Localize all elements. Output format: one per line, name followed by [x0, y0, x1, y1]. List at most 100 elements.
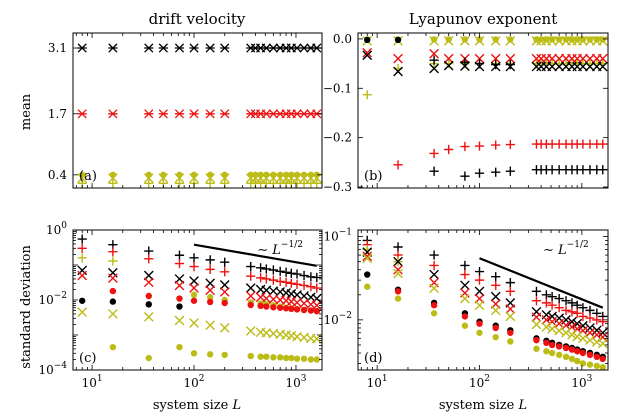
data-point-asterisk: [158, 109, 168, 119]
tick-exponent: 2: [199, 374, 205, 384]
tick-exponent: −4: [54, 361, 68, 371]
data-point-x: [547, 36, 557, 46]
data-point-asterisk: [77, 109, 87, 119]
data-point-dot: [533, 336, 540, 344]
data-point-dot: [109, 171, 117, 179]
data-point-plus: [281, 277, 291, 287]
data-point-dot: [492, 324, 499, 332]
data-point-plus: [460, 269, 470, 280]
data-point-dot: [599, 364, 606, 371]
data-point-plus: [261, 264, 271, 274]
data-point-dot: [190, 171, 198, 179]
series-red-dot: [394, 288, 606, 363]
y-tick-label: 1.7: [48, 107, 67, 121]
data-point-plus: [205, 264, 215, 274]
data-point-plus: [554, 294, 564, 304]
data-point-x: [268, 173, 279, 184]
data-point-asterisk: [174, 109, 185, 119]
data-point-plus: [205, 178, 215, 188]
guide-label: ∼ L−1/2: [257, 240, 303, 258]
data-point-x: [585, 36, 595, 46]
guide-symbol: L: [557, 243, 567, 258]
data-point-plus: [474, 168, 485, 178]
data-point-plus: [505, 286, 515, 296]
data-point-dot: [282, 305, 290, 312]
tick-base: 10: [323, 313, 338, 327]
data-point-asterisk: [189, 43, 199, 53]
data-point-dot: [593, 353, 601, 361]
series-red-plus: [393, 139, 608, 170]
data-point-dot: [313, 307, 320, 315]
series-black-plus: [429, 165, 608, 181]
data-point-x: [547, 61, 557, 72]
data-point-dot: [507, 338, 514, 345]
data-point-x: [245, 326, 256, 336]
data-point-plus: [246, 262, 256, 272]
tick-exponent: −2: [54, 291, 67, 301]
data-point-x: [547, 323, 557, 334]
series-red-plus: [77, 243, 322, 293]
data-point-dot: [364, 283, 371, 290]
data-point-asterisk: [174, 43, 185, 53]
data-point-plus: [108, 256, 118, 266]
data-point-plus: [598, 317, 608, 327]
data-point-dot: [555, 351, 563, 359]
data-point-x: [311, 300, 322, 311]
data-point-x: [143, 277, 154, 288]
data-point-x: [108, 309, 118, 319]
data-point-plus: [429, 260, 439, 271]
series-olive-x: [77, 307, 322, 344]
data-point-dot: [555, 343, 563, 350]
y-tick-label: 100: [46, 221, 67, 237]
panel-label: (c): [79, 351, 96, 366]
data-point-dot: [293, 306, 301, 313]
data-point-plus: [189, 262, 199, 272]
series-black-asterisk: [77, 43, 322, 53]
data-point-x: [174, 280, 185, 291]
series-red-dot: [109, 287, 320, 315]
data-point-plus: [108, 247, 118, 257]
data-point-x: [460, 293, 470, 304]
data-point-x: [393, 268, 403, 279]
data-point-dot: [492, 333, 499, 341]
data-point-plus: [429, 55, 439, 65]
data-point-dot: [562, 353, 570, 361]
data-point-x: [108, 273, 118, 284]
y-tick-label: −0.3: [323, 180, 352, 194]
data-point-x: [585, 61, 595, 72]
data-point-x: [505, 36, 516, 46]
data-point-dot: [430, 310, 438, 317]
guide-tilde: ∼: [257, 243, 272, 258]
data-point-dot: [562, 36, 570, 43]
data-point-dot: [160, 171, 167, 179]
data-point-dot: [300, 355, 308, 362]
xlabel-text: system size: [439, 398, 519, 413]
data-point-plus: [312, 178, 322, 188]
x-tick-label: 103: [571, 374, 592, 390]
data-point-dot: [430, 302, 438, 309]
series-olive-x: [77, 173, 322, 184]
data-point-x: [578, 53, 588, 64]
data-point-x: [158, 173, 169, 184]
data-point-dot: [176, 303, 183, 310]
data-point-plus: [429, 166, 439, 176]
data-point-x: [245, 283, 256, 293]
data-point-dot: [221, 299, 228, 307]
series-olive-dot: [109, 343, 320, 363]
data-point-x: [429, 283, 439, 294]
data-point-x: [531, 312, 542, 322]
xlabel-symbol: L: [231, 398, 241, 413]
data-point-dot: [307, 307, 315, 314]
data-point-x: [393, 264, 403, 275]
data-point-x: [443, 60, 454, 71]
data-point-dot: [430, 36, 438, 43]
data-point-asterisk: [220, 43, 230, 53]
data-point-x: [219, 287, 230, 297]
data-point-plus: [312, 283, 322, 293]
data-point-dot: [300, 306, 308, 314]
x-tick-label: 101: [367, 374, 388, 390]
data-point-x: [585, 53, 595, 64]
data-point-x: [578, 333, 588, 344]
data-point-x: [531, 61, 542, 72]
